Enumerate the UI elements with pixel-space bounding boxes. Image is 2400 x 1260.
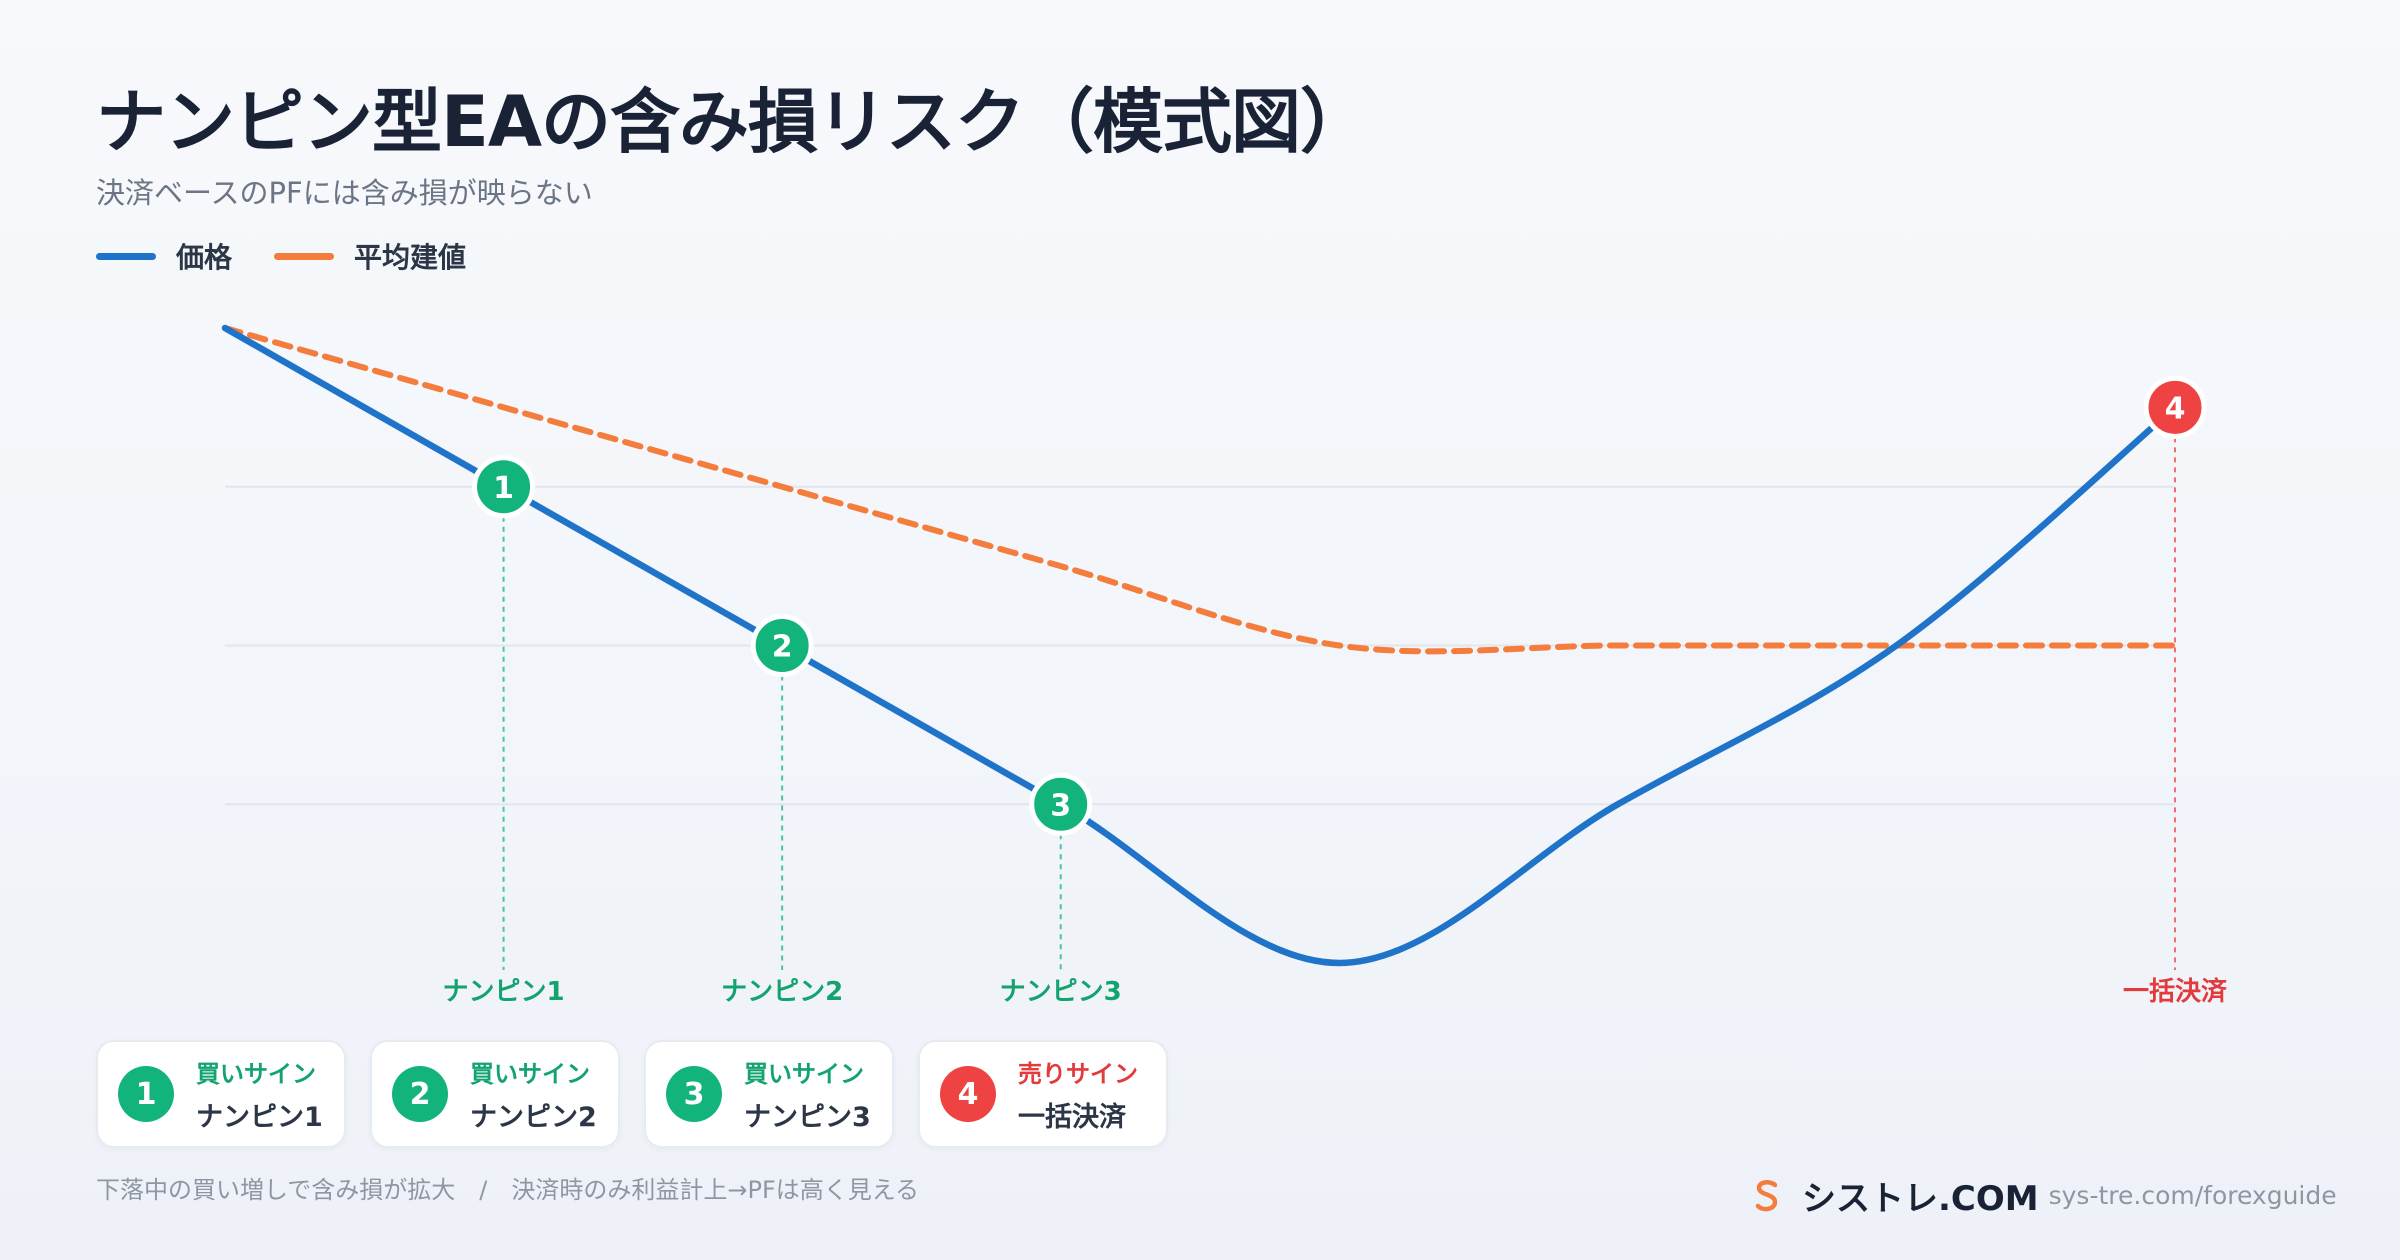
event-marker-3 [1029,772,1093,836]
signal-cards: 1 買いサイン ナンピン1 2 買いサイン ナンピン2 3 買いサイン ナンピン… [96,1040,1192,1148]
brand-url[interactable]: sys-tre.com/forexguide [2048,1181,2337,1210]
page-subtitle: 決済ベースのPFには含み損が映らない [96,176,593,210]
signal-card-label: ナンピン3 [744,1102,871,1133]
series-average-entry-line [222,325,2178,655]
signal-card-4: 4 売りサイン 一括決済 [918,1040,1168,1148]
event-marker-number: 3 [1050,788,1071,823]
page-title: ナンピン型EAの含み損リスク（模式図） [96,81,1370,163]
signal-card-3: 3 買いサイン ナンピン3 [644,1040,894,1148]
legend-swatch-price [96,252,156,260]
footer-note: 下落中の買い増しで含み損が拡大 / 決済時のみ利益計上→PFは高く見える [96,1176,920,1204]
event-marker-number: 2 [772,630,793,665]
signal-card-badge: 3 [666,1066,722,1122]
event-label: ナンピン1 [443,977,565,1007]
brand[interactable]: シストレ.COM sys-tre.com/forexguide [1754,1171,2337,1220]
signal-card-badge: 1 [118,1066,174,1122]
legend-item-price: 価格 [96,236,232,276]
legend-item-average-entry: 平均建値 [274,236,466,276]
series-price-line [221,324,2179,967]
signal-card-badge: 4 [940,1066,996,1122]
signal-card-2: 2 買いサイン ナンピン2 [370,1040,620,1148]
event-label: ナンピン3 [1000,977,1122,1007]
signal-card-type: 買いサイン [744,1060,864,1088]
signal-card-type: 売りサイン [1018,1060,1138,1088]
signal-card-label: ナンピン2 [470,1102,597,1133]
signal-card-label: ナンピン1 [196,1102,323,1133]
event-marker-number: 4 [2165,391,2186,426]
averaging-down-chart: 1 ナンピン1 2 ナンピン2 3 ナンピン3 4 一括決済 [221,324,2228,1007]
event-marker-number: 1 [493,471,514,506]
event-marker-4 [2143,375,2207,439]
signal-card-label: 一括決済 [1018,1102,1126,1133]
legend-swatch-average-entry [274,252,335,260]
signal-card-1: 1 買いサイン ナンピン1 [96,1040,346,1148]
event-label: ナンピン2 [721,977,843,1007]
s-logo-icon [1754,1179,1780,1213]
signal-card-type: 買いサイン [196,1060,316,1088]
signal-card-badge: 2 [392,1066,448,1122]
event-label: 一括決済 [2123,976,2228,1007]
event-marker-2 [750,614,814,677]
signal-card-type: 買いサイン [470,1060,590,1088]
legend-label-price: 価格 [176,241,233,274]
legend-label-average-entry: 平均建値 [354,241,467,274]
brand-name: シストレ.COM [1802,1179,2039,1219]
event-marker-1 [472,455,536,519]
chart-legend: 価格 平均建値 [96,236,508,276]
